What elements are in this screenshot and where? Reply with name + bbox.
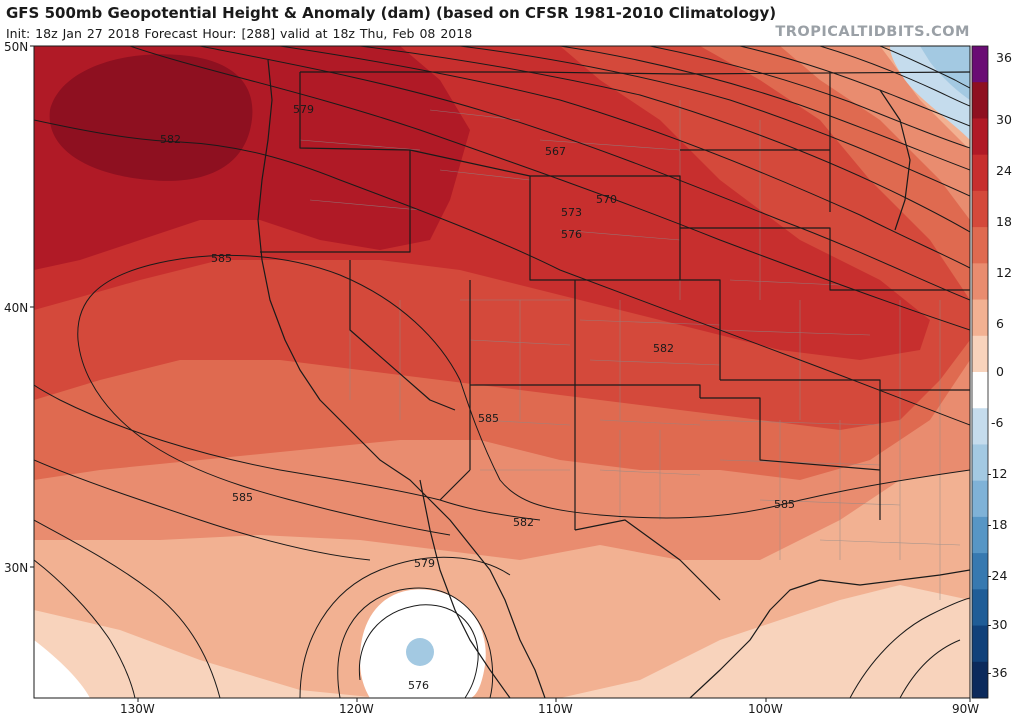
colorbar-labels: 36 30 24 18 12 6 0 -6 -12 -18 -24 -30 -3…: [987, 50, 1012, 680]
lat-label: 50N: [4, 40, 28, 54]
colorbar-label: 30: [996, 112, 1012, 127]
baja-peninsula: [419, 479, 511, 698]
contour-label: 579: [414, 557, 435, 570]
colorbar-label: 18: [996, 214, 1012, 229]
colorbar-swatch: [972, 46, 988, 83]
contour-label: 585: [478, 412, 499, 425]
map-subtitle: Init: 18z Jan 27 2018 Forecast Hour: [28…: [6, 26, 473, 41]
colorbar-swatch: [972, 480, 988, 518]
lat-axis: 50N 40N 30N: [4, 40, 34, 575]
anomaly-sw-white: [34, 640, 90, 698]
colorbar-label: -6: [991, 415, 1004, 430]
lon-label: 120W: [339, 702, 374, 716]
anomaly-low-core: [406, 638, 434, 666]
lon-label: 130W: [120, 702, 155, 716]
anomaly-negative-ne-core: [920, 46, 970, 100]
colorbar-swatch: [972, 154, 988, 192]
colorbar-swatch: [972, 553, 988, 590]
lake-michigan: [879, 89, 911, 231]
contour-label: 573: [561, 206, 582, 219]
colorbar-swatch: [972, 190, 988, 228]
contour-label: 585: [232, 491, 253, 504]
colorbar-frame: [971, 45, 989, 699]
colorbar: [971, 45, 989, 699]
colorbar-label: 6: [996, 316, 1004, 331]
gulf-coast: [689, 569, 970, 698]
brand-watermark: TROPICALTIDBITS.COM: [775, 24, 970, 40]
lon-label: 90W: [952, 702, 979, 716]
colorbar-swatch: [972, 589, 988, 627]
colorbar-swatch: [972, 227, 988, 264]
lon-axis: 130W 120W 110W 100W 90W: [120, 698, 979, 716]
colorbar-label: 24: [996, 163, 1012, 178]
contour-labels: 579 582 585 567 570 573 576 582 585 585 …: [160, 103, 795, 692]
contour-label: 585: [774, 498, 795, 511]
colorbar-swatch: [972, 82, 988, 119]
map-title: GFS 500mb Geopotential Height & Anomaly …: [6, 4, 777, 22]
colorbar-swatch: [972, 263, 988, 301]
colorbar-swatch: [972, 118, 988, 156]
contour-label: 576: [561, 228, 582, 241]
colorbar-label: -24: [987, 568, 1007, 583]
plot-frame: [33, 45, 971, 699]
colorbar-label: 12: [996, 265, 1012, 280]
anomaly-fill-48: [49, 54, 253, 181]
contour-label: 579: [293, 103, 314, 116]
contour-label: 582: [513, 516, 534, 529]
colorbar-swatch: [972, 372, 988, 409]
colorbar-swatch: [972, 335, 988, 373]
colorbar-label: -36: [987, 665, 1007, 680]
colorbar-swatch: [972, 625, 988, 663]
colorbar-label: -30: [987, 617, 1007, 632]
lon-label: 110W: [538, 702, 573, 716]
contour-label: 576: [408, 679, 429, 692]
state-borders: [260, 71, 970, 601]
colorbar-swatch: [972, 299, 988, 337]
colorbar-swatch: [972, 516, 988, 554]
colorbar-label: 36: [996, 50, 1012, 65]
colorbar-label: -12: [987, 466, 1007, 481]
anomaly-field: [34, 46, 970, 698]
colorbar-label: 0: [996, 364, 1004, 379]
colorbar-swatch: [972, 444, 988, 482]
boundaries: [257, 59, 970, 698]
contour-label: 582: [653, 342, 674, 355]
colorbar-swatch: [972, 408, 988, 445]
contour-label: 570: [596, 193, 617, 206]
lat-label: 40N: [4, 301, 28, 315]
lon-label: 100W: [748, 702, 783, 716]
colorbar-label: -18: [987, 517, 1007, 532]
pacific-coastline: [257, 59, 546, 698]
colorbar-swatch: [972, 661, 988, 699]
contour-label: 585: [211, 252, 232, 265]
lat-label: 30N: [4, 561, 28, 575]
contour-label: 582: [160, 133, 181, 146]
contour-label: 567: [545, 145, 566, 158]
